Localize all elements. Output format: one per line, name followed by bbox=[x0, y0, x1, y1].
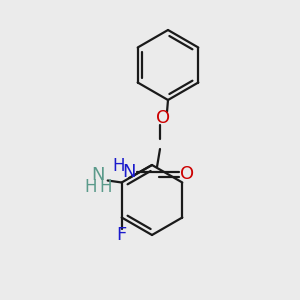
Text: O: O bbox=[180, 165, 194, 183]
Text: F: F bbox=[117, 226, 127, 244]
Text: O: O bbox=[156, 109, 170, 127]
Text: H: H bbox=[113, 157, 125, 175]
Text: H: H bbox=[84, 178, 97, 196]
Text: N: N bbox=[91, 167, 104, 184]
Text: H: H bbox=[99, 178, 112, 196]
Text: N: N bbox=[122, 163, 136, 181]
